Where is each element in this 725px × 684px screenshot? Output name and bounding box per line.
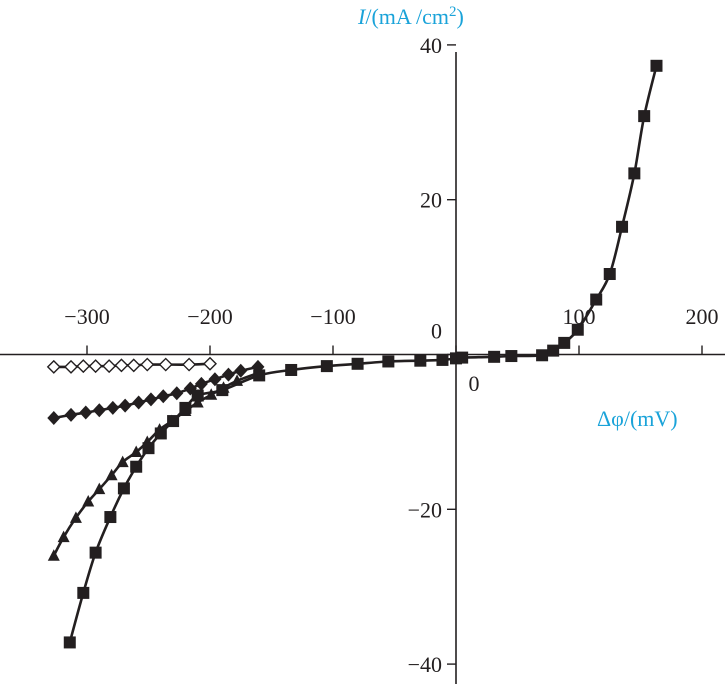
y-tick-label: 20: [420, 188, 442, 213]
data-point: [102, 359, 117, 374]
data-point: [382, 355, 395, 368]
data-point: [140, 357, 155, 372]
data-point: [285, 363, 298, 376]
data-point: [116, 455, 129, 468]
y-tick-label: −20: [408, 497, 442, 522]
data-point: [63, 636, 76, 649]
data-point: [547, 344, 560, 357]
data-point: [92, 403, 106, 418]
x-tick-label: −200: [187, 304, 232, 329]
x-axis-unit: /(mV): [624, 406, 678, 431]
data-point: [126, 358, 141, 373]
data-point: [320, 360, 333, 373]
data-point: [156, 389, 170, 404]
data-point: [536, 349, 549, 362]
data-point: [142, 442, 155, 455]
data-point: [79, 405, 93, 420]
y-axis-unit: /(mA /cm: [365, 4, 449, 29]
y-axis-symbol: I: [357, 4, 367, 29]
data-point: [130, 460, 143, 473]
data-point: [203, 356, 217, 371]
data-point: [616, 220, 629, 233]
data-point: [208, 372, 222, 387]
data-point: [414, 354, 427, 367]
y-axis-label: I/(mA /cm2): [357, 4, 464, 29]
series-square-filled: [63, 59, 663, 649]
data-point: [170, 386, 184, 401]
x-tick-label: −100: [310, 304, 355, 329]
data-point: [603, 268, 616, 281]
data-point: [253, 369, 266, 382]
data-point: [88, 359, 103, 374]
data-point: [89, 546, 102, 559]
y-tick-label: −40: [408, 652, 442, 677]
data-point: [118, 398, 132, 413]
data-point: [69, 511, 82, 523]
x-tick-label: −300: [64, 304, 109, 329]
x-axis-symbol: Δφ: [597, 406, 624, 431]
y-axis-unit-superscript: 2: [449, 4, 457, 20]
data-point: [191, 389, 204, 402]
data-point: [64, 407, 78, 422]
data-point: [57, 530, 70, 543]
y-tick-label: 0: [431, 319, 442, 344]
data-point: [117, 482, 130, 495]
data-point: [205, 388, 218, 400]
data-point: [106, 400, 120, 415]
data-point: [628, 167, 641, 180]
series-triangle-filled: [47, 366, 264, 561]
data-point: [194, 376, 208, 391]
data-point: [64, 359, 78, 374]
data-point: [638, 110, 651, 123]
series-line: [53, 365, 259, 420]
data-point: [167, 415, 180, 428]
data-point: [158, 357, 173, 372]
data-point: [191, 395, 204, 408]
data-point: [234, 363, 248, 378]
series-layer: [46, 59, 663, 649]
data-point: [488, 350, 501, 363]
data-point: [558, 336, 571, 349]
data-point: [436, 353, 449, 366]
data-point: [82, 495, 95, 507]
axes: [0, 52, 725, 684]
data-point: [456, 351, 469, 364]
data-point: [571, 323, 584, 336]
data-point: [221, 367, 235, 382]
data-point: [182, 357, 197, 372]
series-diamond-open: [46, 356, 217, 374]
data-point: [590, 293, 603, 306]
data-point: [351, 357, 364, 370]
x-tick-label: 200: [686, 304, 719, 329]
data-point: [105, 468, 118, 481]
data-point: [77, 586, 90, 599]
x-tick-label: 0: [469, 371, 480, 396]
data-point: [130, 445, 143, 458]
y-axis-unit-close: ): [457, 4, 464, 29]
data-point: [76, 359, 91, 374]
y-tick-label: 40: [420, 33, 442, 58]
data-point: [104, 511, 117, 524]
data-point: [179, 401, 192, 414]
data-point: [47, 549, 60, 561]
data-point: [216, 384, 229, 397]
data-point: [132, 395, 146, 410]
data-point: [505, 350, 518, 363]
data-point: [47, 410, 61, 425]
data-point: [650, 59, 663, 72]
data-point: [93, 482, 106, 495]
data-point: [114, 358, 129, 373]
data-point: [154, 427, 167, 440]
x-axis-label: Δφ/(mV): [597, 406, 678, 431]
data-point: [46, 359, 61, 374]
data-point: [144, 392, 158, 407]
